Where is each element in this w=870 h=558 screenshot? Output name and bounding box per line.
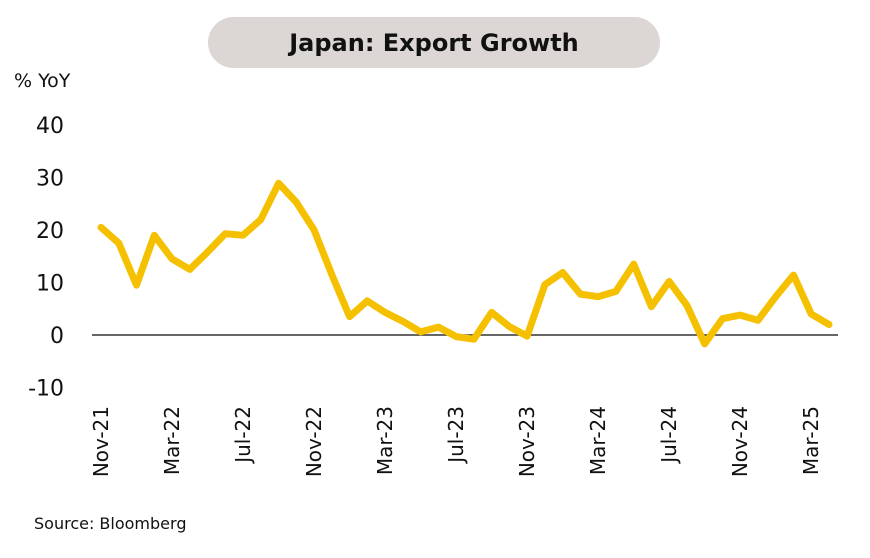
data-point [808, 311, 815, 317]
data-point [417, 328, 424, 335]
data-point [826, 321, 832, 328]
data-point [541, 281, 548, 288]
data-point [293, 199, 300, 206]
data-point [524, 333, 531, 340]
x-tick-label: Jul-24 [657, 406, 681, 465]
y-tick-label: 10 [36, 272, 64, 297]
data-point [754, 317, 761, 324]
data-point [612, 288, 619, 295]
x-tick-label: Nov-21 [89, 406, 113, 477]
y-tick-label: 0 [50, 324, 64, 349]
data-point [169, 255, 176, 262]
data-point [204, 249, 211, 256]
x-tick-labels: Nov-21 Mar-22 Jul-22 Nov-22 Mar-23 Jul-23 Nov-… [89, 406, 823, 477]
data-point [701, 340, 708, 347]
data-point [790, 272, 797, 279]
data-point [470, 336, 477, 343]
data-point [506, 323, 513, 330]
data-point [346, 313, 353, 320]
chart-title: Japan: Export Growth [208, 17, 660, 68]
data-point [772, 293, 779, 300]
x-tick-label: Mar-22 [160, 406, 184, 475]
x-tick-label: Nov-23 [515, 406, 539, 477]
data-point [399, 318, 406, 325]
data-point [630, 261, 637, 268]
y-tick-label: -10 [28, 377, 64, 402]
y-tick-labels: -10 0 10 20 30 40 [28, 114, 64, 402]
data-point [240, 232, 247, 239]
data-point [115, 240, 122, 247]
data-point [257, 216, 264, 223]
data-point [275, 180, 282, 187]
data-point [453, 333, 460, 340]
data-point [595, 293, 602, 300]
y-tick-label: 30 [36, 167, 64, 192]
series-line [97, 179, 833, 348]
data-point [666, 278, 673, 285]
x-tick-label: Mar-24 [586, 406, 610, 475]
x-tick-label: Nov-24 [728, 406, 752, 477]
x-tick-label: Mar-23 [373, 406, 397, 475]
data-point [435, 324, 442, 331]
y-tick-label: 20 [36, 219, 64, 244]
y-axis-label: % YoY [14, 70, 71, 92]
x-tick-label: Jul-22 [231, 406, 255, 465]
data-point [364, 297, 371, 304]
data-point [328, 271, 335, 278]
data-point [222, 230, 229, 237]
data-point [559, 269, 566, 276]
data-point [648, 303, 655, 310]
x-tick-label: Jul-23 [444, 406, 468, 465]
data-point [98, 224, 104, 231]
data-point [577, 291, 584, 298]
data-point [488, 309, 495, 316]
data-point [719, 315, 726, 322]
source-note: Source: Bloomberg [34, 514, 187, 533]
data-point [311, 227, 318, 233]
data-points [98, 180, 832, 347]
data-point [151, 232, 158, 239]
data-point [186, 266, 193, 273]
data-point [382, 309, 389, 316]
y-tick-label: 40 [36, 114, 64, 139]
data-point [737, 312, 744, 319]
x-tick-label: Nov-22 [302, 406, 326, 477]
data-point [683, 302, 690, 309]
x-tick-label: Mar-25 [799, 406, 823, 475]
data-point [133, 282, 140, 289]
